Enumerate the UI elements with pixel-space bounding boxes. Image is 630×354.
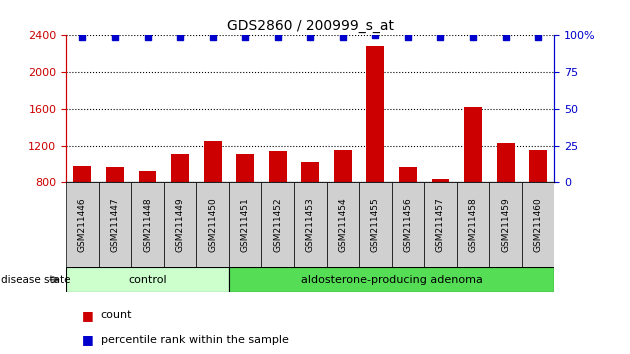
Text: GSM211455: GSM211455 <box>371 198 380 252</box>
Text: control: control <box>129 275 167 285</box>
Text: GSM211450: GSM211450 <box>208 198 217 252</box>
Bar <box>457 182 490 267</box>
Text: ■: ■ <box>82 309 94 321</box>
Text: percentile rank within the sample: percentile rank within the sample <box>101 335 289 345</box>
Text: GSM211456: GSM211456 <box>403 198 413 252</box>
Bar <box>139 171 156 182</box>
Text: GSM211446: GSM211446 <box>78 198 87 252</box>
Bar <box>529 150 547 182</box>
Bar <box>424 182 457 267</box>
Bar <box>269 151 287 182</box>
Text: disease state: disease state <box>1 275 71 285</box>
Text: GSM211448: GSM211448 <box>143 198 152 252</box>
Text: GSM211460: GSM211460 <box>534 198 542 252</box>
Bar <box>490 182 522 267</box>
Text: GSM211458: GSM211458 <box>469 198 478 252</box>
Text: GSM211454: GSM211454 <box>338 198 347 252</box>
Bar <box>367 46 384 182</box>
Bar <box>392 182 424 267</box>
Text: ■: ■ <box>82 333 94 346</box>
Text: GSM211459: GSM211459 <box>501 198 510 252</box>
Text: GSM211451: GSM211451 <box>241 198 249 252</box>
Bar <box>229 182 261 267</box>
Bar <box>106 167 124 182</box>
Bar <box>131 182 164 267</box>
Text: GSM211457: GSM211457 <box>436 198 445 252</box>
Bar <box>66 267 229 292</box>
Text: GSM211452: GSM211452 <box>273 198 282 252</box>
Bar <box>74 166 91 182</box>
Bar <box>261 182 294 267</box>
Bar <box>203 141 222 182</box>
Bar <box>522 182 554 267</box>
Bar <box>334 150 352 182</box>
Bar <box>229 267 554 292</box>
Bar <box>66 182 99 267</box>
Bar <box>432 179 449 182</box>
Bar <box>197 182 229 267</box>
Bar <box>294 182 326 267</box>
Text: count: count <box>101 310 132 320</box>
Text: aldosterone-producing adenoma: aldosterone-producing adenoma <box>301 275 483 285</box>
Text: GSM211453: GSM211453 <box>306 198 315 252</box>
Bar <box>301 162 319 182</box>
Bar <box>326 182 359 267</box>
Text: GSM211447: GSM211447 <box>110 198 120 252</box>
Bar <box>464 107 482 182</box>
Bar <box>99 182 131 267</box>
Bar <box>399 167 417 182</box>
Bar <box>164 182 197 267</box>
Bar <box>496 143 515 182</box>
Title: GDS2860 / 200999_s_at: GDS2860 / 200999_s_at <box>227 19 394 33</box>
Bar <box>236 154 254 182</box>
Bar <box>171 154 189 182</box>
Bar <box>359 182 392 267</box>
Text: GSM211449: GSM211449 <box>176 198 185 252</box>
